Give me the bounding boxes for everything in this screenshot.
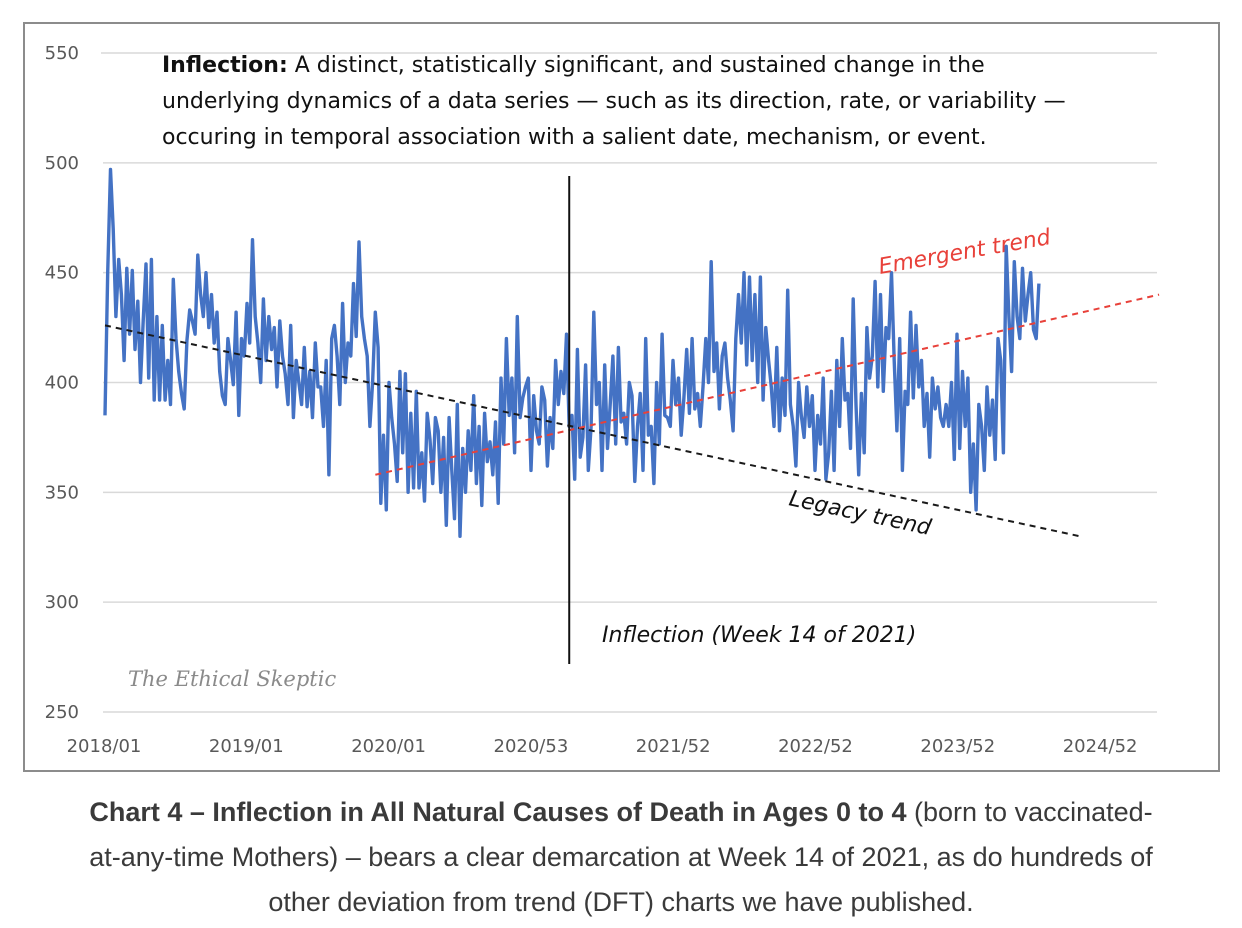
definition-line-1: A distinct, statistically significant, a…	[288, 53, 985, 78]
trend-layer	[104, 293, 1160, 538]
x-tick-label: 2020/01	[351, 736, 426, 757]
y-tick-label: 550	[45, 43, 79, 64]
chart: 550 500 450 400 350 300 250 2018/01 2019/01 2020…	[45, 43, 1160, 757]
trend-line	[375, 293, 1160, 476]
definition-line-2: underlying dynamics of a data series — s…	[162, 89, 1066, 114]
emergent-trend-label: Emergent trend	[877, 225, 1054, 280]
legacy-trend-label: Legacy trend	[787, 486, 935, 541]
y-tick-label: 400	[45, 373, 79, 394]
chart-caption: Chart 4 – Inflection in All Natural Caus…	[20, 790, 1222, 925]
definition-text: Inflection: A distinct, statistically si…	[162, 53, 985, 78]
caption-title: Chart 4 – Inflection in All Natural Caus…	[89, 797, 907, 827]
x-tick-label: 2018/01	[67, 736, 142, 757]
y-axis-ticks: 550 500 450 400 350 300 250	[45, 43, 79, 723]
x-tick-label: 2021/52	[636, 736, 711, 757]
x-axis-ticks: 2018/01 2019/01 2020/01 2020/53 2021/52 2022/…	[67, 736, 1138, 757]
series-layer	[103, 167, 1041, 538]
watermark: The Ethical Skeptic	[128, 667, 336, 691]
chart-frame: 550 500 450 400 350 300 250 2018/01 2019/01 2020…	[23, 22, 1220, 772]
definition-term: Inflection:	[162, 53, 288, 78]
y-tick-label: 300	[45, 592, 79, 613]
trend-line	[104, 324, 1081, 538]
x-tick-label: 2022/52	[778, 736, 853, 757]
x-tick-label: 2023/52	[920, 736, 995, 757]
caption-line-1-rest: (born to vaccinated-	[906, 797, 1153, 827]
y-tick-label: 450	[45, 263, 79, 284]
caption-line-2: at-any-time Mothers) – bears a clear dem…	[89, 842, 1153, 872]
x-tick-label: 2019/01	[209, 736, 284, 757]
y-tick-label: 250	[45, 702, 79, 723]
y-tick-label: 500	[45, 153, 79, 174]
caption-line-3: other deviation from trend (DFT) charts …	[268, 887, 974, 917]
x-tick-label: 2024/52	[1063, 736, 1138, 757]
caption-line-1: Chart 4 – Inflection in All Natural Caus…	[20, 790, 1222, 835]
definition-line-3: occuring in temporal association with a …	[162, 125, 987, 150]
inflection-label: Inflection (Week 14 of 2021)	[602, 623, 916, 648]
y-tick-label: 350	[45, 482, 79, 503]
x-tick-label: 2020/53	[494, 736, 569, 757]
series-line	[103, 167, 1041, 538]
